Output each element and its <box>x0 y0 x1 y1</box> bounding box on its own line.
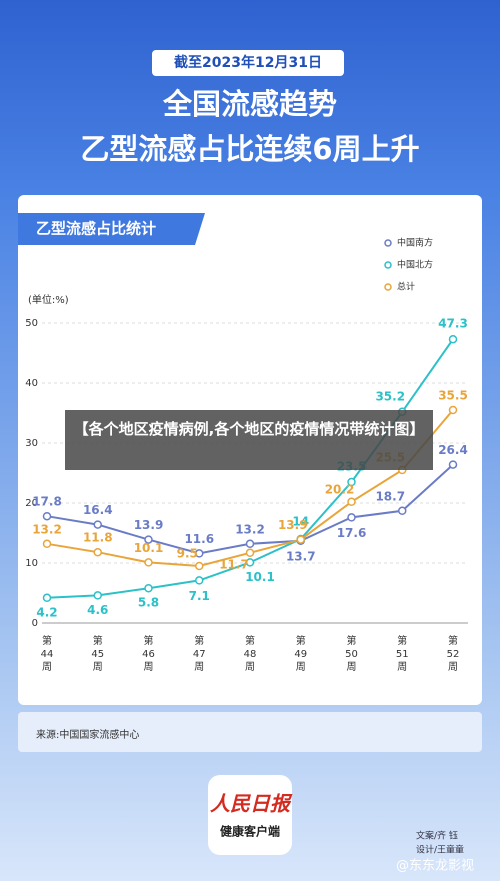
point <box>245 548 255 558</box>
data-label: 10.1 <box>245 570 275 584</box>
y-tick-label: 20 <box>25 498 38 509</box>
point <box>195 561 204 571</box>
x-tick-label: 第50周 <box>345 636 358 673</box>
source-panel <box>18 712 482 752</box>
data-label: 47.3 <box>438 317 468 331</box>
logo-box <box>208 775 292 855</box>
data-label: 13.2 <box>235 522 265 536</box>
data-label: 7.1 <box>189 589 210 603</box>
point <box>347 513 356 522</box>
y-label: (单位:%) <box>28 293 69 306</box>
data-label: 35.5 <box>438 389 468 403</box>
point <box>245 539 255 549</box>
logo-sub: 健康客户端 <box>220 824 280 839</box>
point <box>144 583 153 593</box>
legend-marker <box>384 239 392 247</box>
title: 全国流感趋势 <box>162 87 337 121</box>
data-label: 13.2 <box>32 522 62 536</box>
data-label: 4.2 <box>36 605 57 619</box>
date-badge: 截至2023年12月31日 <box>174 54 322 71</box>
point <box>398 506 407 516</box>
point <box>245 558 255 567</box>
source: 来源:中国国家流感中心 <box>36 728 139 741</box>
card-tab <box>18 213 205 245</box>
data-label: 9.5 <box>177 547 198 561</box>
data-label: 18.7 <box>375 489 405 503</box>
data-label: 5.8 <box>138 596 159 610</box>
point <box>448 460 458 469</box>
data-label: 17.8 <box>32 495 62 509</box>
chart-title: 乙型流感占比统计 <box>36 220 156 238</box>
x-tick-label: 第48周 <box>243 636 257 673</box>
point <box>195 549 204 558</box>
point <box>448 334 458 344</box>
data-label: 13.9 <box>134 518 164 532</box>
point <box>42 593 52 603</box>
data-label: 11.8 <box>83 531 113 545</box>
data-label: 14 <box>292 515 309 529</box>
point <box>144 535 153 544</box>
point <box>195 576 204 585</box>
y-tick-label: 10 <box>25 558 38 569</box>
overlay: 【各个地区疫情病例,各个地区的疫情情况带统计图】 <box>65 410 433 470</box>
data-label: 20.2 <box>325 482 355 496</box>
data-label: 13.7 <box>286 549 316 563</box>
x-tick-label: 第46周 <box>142 636 155 673</box>
data-label: 11.7 <box>219 557 249 571</box>
x-tick-label: 第49周 <box>294 636 308 673</box>
data-label: 4.6 <box>87 603 108 617</box>
point <box>93 520 102 529</box>
data-label: 11.6 <box>184 532 214 546</box>
y-tick-label: 30 <box>25 438 38 449</box>
badge <box>152 50 344 76</box>
data-label: 13.9 <box>278 518 308 532</box>
data-label: 16.4 <box>83 503 113 517</box>
x-tick-label: 第52周 <box>446 636 460 673</box>
point <box>42 511 52 521</box>
point <box>93 547 102 557</box>
legend-marker <box>384 261 392 269</box>
legend-marker <box>384 283 392 291</box>
legend-label: 总计 <box>397 281 415 293</box>
point <box>347 497 356 507</box>
legend-label: 中国南方 <box>397 237 433 249</box>
y-tick-label: 0 <box>32 618 38 629</box>
legend-label: 中国北方 <box>397 259 433 271</box>
x-tick-label: 第44周 <box>40 636 54 673</box>
point <box>144 558 153 567</box>
point <box>42 539 52 549</box>
data-label: 10.1 <box>134 541 164 555</box>
subtitle: 乙型流感占比连续6周上升 <box>80 132 419 166</box>
x-tick-label: 第45周 <box>91 636 105 673</box>
credit: 设计/王童童 <box>416 844 464 856</box>
credit: 文案/齐 钰 <box>416 830 458 842</box>
watermark: @东东龙影视 <box>396 859 474 874</box>
point <box>93 591 102 600</box>
point <box>296 535 305 544</box>
x-tick-label: 第51周 <box>395 636 409 673</box>
data-label: 35.2 <box>375 389 405 403</box>
y-tick-label: 50 <box>25 318 38 329</box>
data-label: 26.4 <box>438 443 468 457</box>
x-tick-label: 第47周 <box>192 636 206 673</box>
point <box>347 477 356 487</box>
data-label: 17.6 <box>337 526 367 540</box>
logo-name: 人民日报 <box>210 792 293 816</box>
y-tick-label: 40 <box>25 378 38 389</box>
point <box>448 405 458 415</box>
